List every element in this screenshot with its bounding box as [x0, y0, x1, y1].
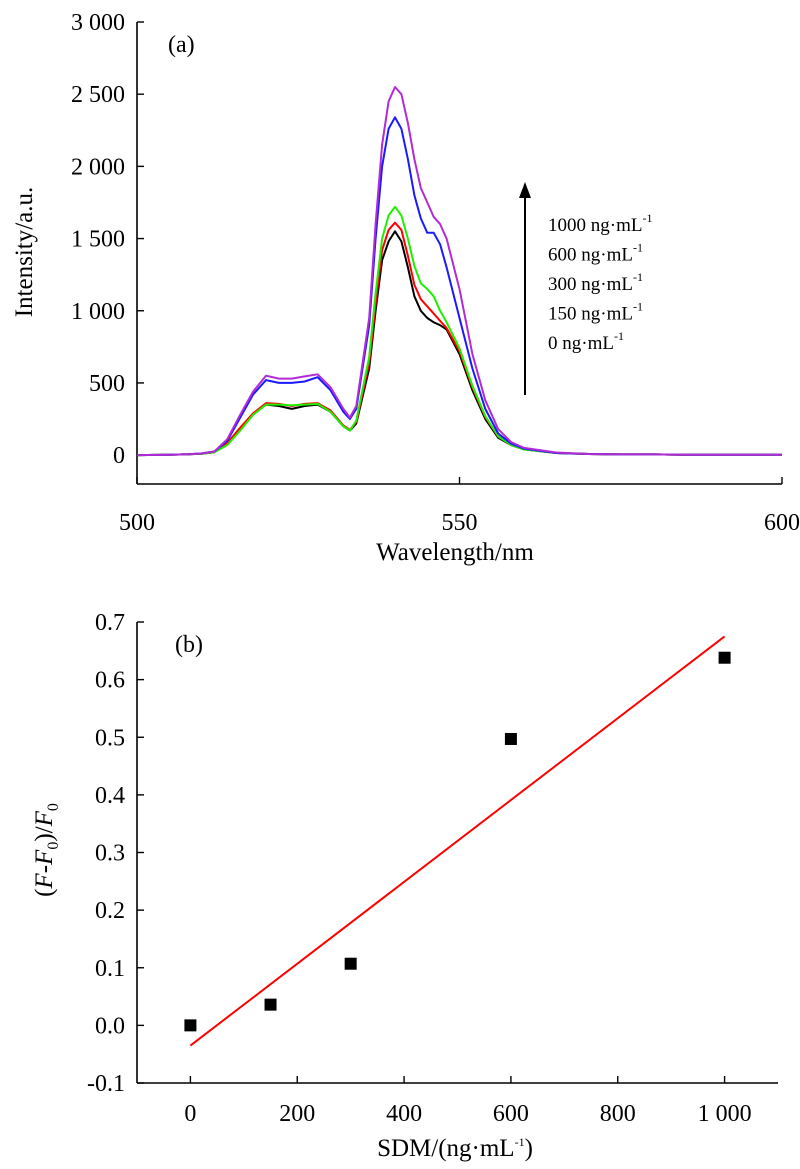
panel-b-x-tick-label: 0 — [184, 1101, 196, 1127]
legend-entry: 600 ng·mL-1 — [548, 241, 643, 266]
panel-b-y-tick-label: 0.4 — [95, 783, 125, 809]
panel-a-axes: 0 500 1 000 1 500 2 000 2 500 3 000 500 550 600 — [71, 10, 800, 536]
legend-entry: 150 ng·mL-1 — [548, 300, 643, 325]
panel-a-y-tick-label: 3 000 — [71, 10, 125, 36]
panel-b-x-tick-label: 800 — [600, 1101, 636, 1127]
panel-b-x-axis-title: SDM/(ng·mL-1) — [377, 1135, 533, 1162]
panel-a-x-tick-label: 550 — [442, 510, 478, 536]
data-point-marker — [344, 957, 357, 970]
panel-a-y-tick-label: 2 500 — [71, 82, 125, 108]
panel-a-series-group — [136, 86, 782, 457]
legend-entry: 0 ng·mL-1 — [548, 329, 624, 354]
panel-a-label: (a) — [168, 32, 195, 58]
panel-b-x-tick-label: 1 000 — [698, 1101, 752, 1127]
panel-b-y-tick-label: -0.1 — [87, 1071, 125, 1097]
panel-a-y-tick-label: 1 500 — [71, 227, 125, 253]
panel-a-y-tick-label: 1 000 — [71, 299, 125, 325]
panel-b-y-tick-label: 0.7 — [95, 610, 125, 636]
panel-b-y-tick-label: 0.5 — [95, 725, 125, 751]
panel-a-x-axis-title: Wavelength/nm — [376, 539, 534, 566]
panel-a-y-tick-label: 0 — [113, 443, 125, 469]
spectrum-line-0 — [136, 230, 782, 457]
data-point-marker — [718, 651, 731, 664]
panel-b-axes: -0.1 0.0 0.1 0.2 0.3 0.4 0.5 0.6 0.7 0 200 400 600 80… — [87, 610, 778, 1127]
panel-a-x-tick-label: 500 — [119, 510, 155, 536]
legend-entry: 1000 ng·mL-1 — [548, 211, 652, 236]
spectrum-line-1 — [136, 221, 782, 457]
panel-b-fit-group — [189, 635, 726, 1047]
panel-a-legend: 1000 ng·mL-1 600 ng·mL-1 300 ng·mL-1 150 ng… — [548, 211, 652, 354]
panel-b-y-tick-label: 0.3 — [95, 841, 125, 867]
data-point-marker — [504, 732, 517, 745]
panel-a-x-tick-label: 600 — [764, 510, 800, 536]
panel-b-x-tick-label: 400 — [386, 1101, 422, 1127]
concentration-arrow-head — [519, 182, 531, 198]
data-point-marker — [184, 1019, 197, 1032]
panel-b-y-axis-title: (F-F0)/F0 — [31, 803, 62, 897]
panel-b-calibration-chart: (b) -0.1 0.0 0.1 0.2 0.3 0.4 0.5 0.6 0.7 0 200 400 6… — [31, 610, 778, 1162]
spectrum-line-4 — [136, 86, 782, 457]
data-point-marker — [264, 998, 277, 1011]
spectrum-line-2 — [136, 205, 782, 457]
panel-a-y-tick-label: 500 — [89, 371, 125, 397]
panel-b-x-tick-label: 600 — [493, 1101, 529, 1127]
panel-b-label: (b) — [175, 632, 203, 658]
panel-a-y-tick-label: 2 000 — [71, 154, 125, 180]
panel-b-y-tick-label: 0.0 — [95, 1013, 125, 1039]
panel-a-spectra-chart: (a) 0 500 1 000 1 500 2 000 2 500 3 000 500 550 6… — [11, 10, 800, 566]
panel-b-points-group — [184, 651, 731, 1032]
legend-entry: 300 ng·mL-1 — [548, 270, 643, 295]
panel-a-y-axis-title: Intensity/a.u. — [11, 187, 38, 318]
panel-b-y-tick-label: 0.6 — [95, 668, 125, 694]
linear-fit-line — [189, 635, 726, 1047]
panel-b-x-tick-label: 200 — [279, 1101, 315, 1127]
panel-b-y-tick-label: 0.2 — [95, 898, 125, 924]
panel-b-y-tick-label: 0.1 — [95, 956, 125, 982]
